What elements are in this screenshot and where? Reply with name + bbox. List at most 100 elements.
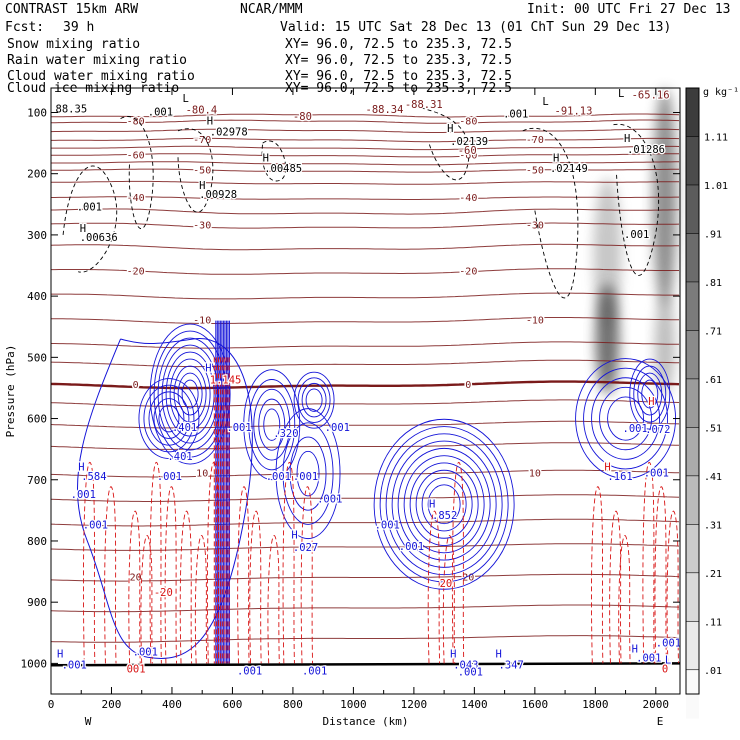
temperature-label: -30 (193, 221, 211, 232)
temperature-contour (50, 469, 680, 478)
contour-annotation: .320 (273, 428, 298, 440)
cloud-water-contour (181, 379, 199, 409)
temperature-label: 10 (529, 469, 541, 480)
contour-annotation: .001 (157, 471, 182, 483)
contour-annotation: .001 (644, 468, 669, 480)
contour-annotation: .00485 (264, 163, 302, 175)
cloud-water-contour (282, 422, 334, 525)
cloud-water-contour (158, 404, 180, 433)
colorbar-label: .81 (704, 278, 722, 289)
cloud-water-contour (637, 372, 663, 416)
temperature-contour (50, 380, 680, 390)
colorbar-swatch (686, 524, 699, 574)
x-tick-label: 400 (162, 698, 182, 711)
temperature-contour (50, 243, 679, 251)
temperature-label: -20 (127, 267, 145, 278)
rain-water-contour (267, 535, 280, 664)
contour-annotation: 0 (662, 664, 668, 676)
plot-area: -80 -80-70 -70-60 -60-50 -50-40 -40-30 -30-20-… (50, 87, 682, 680)
rain-water-contour (237, 486, 250, 664)
cloud-ice-contour (177, 128, 214, 213)
y-tick-label: 300 (27, 229, 47, 242)
contour-annotation: 1.145 (210, 375, 242, 387)
contour-annotation: .001 (226, 422, 251, 434)
x-end-label-west: W (85, 715, 92, 728)
field-xy-snow: XY= 96.0, 72.5 to 235.3, 72.5 (285, 37, 512, 52)
contour-annotation: H (291, 530, 297, 542)
contour-annotation: .001 (399, 541, 424, 553)
x-tick-label: 1400 (461, 698, 488, 711)
cloud-water-contour (248, 379, 296, 471)
contour-annotation: H (447, 123, 453, 135)
cloud-water-contour (293, 371, 335, 429)
colorbar-swatch (686, 330, 699, 380)
contour-annotation: .584 (81, 471, 106, 483)
temperature-contour (51, 317, 679, 324)
cloud-water-contour (169, 358, 211, 430)
center-label: NCAR/MMM (240, 2, 303, 17)
contour-annotation: .001 (623, 423, 648, 435)
contour-annotation: .00636 (80, 232, 118, 244)
temperature-label: -40 (459, 193, 477, 204)
contour-annotation: H (199, 180, 205, 192)
temperature-label: -70 (193, 135, 211, 146)
cloud-water-contour (153, 398, 185, 439)
cloud-water-contour (143, 384, 195, 453)
rain-water-contour (642, 461, 655, 664)
rain-water-contour (164, 486, 177, 664)
colorbar-swatch (686, 136, 699, 186)
contour-annotation: H (553, 152, 559, 164)
colorbar-swatch (686, 572, 699, 622)
cloud-water-contour (397, 447, 491, 561)
rain-water-contour (249, 510, 262, 664)
contour-annotation: H (632, 643, 638, 655)
contour-annotation: .001 (636, 653, 661, 665)
rain-water-contour (104, 486, 117, 664)
cloud-water-contour (409, 462, 479, 546)
snow-shading (652, 88, 677, 309)
field-name-rain: Rain water mixing ratio (7, 53, 187, 68)
cloud-water-contour (629, 358, 671, 430)
colorbar-frame (685, 87, 700, 695)
contour-annotation: H (624, 133, 630, 145)
cloud-water-contour (391, 440, 497, 568)
contour-annotation: .02978 (210, 127, 248, 139)
cloud-water-contour (379, 426, 509, 583)
x-tick-label: 200 (102, 698, 122, 711)
temperature-contour (51, 268, 679, 275)
cloud-water-contour (138, 378, 200, 459)
contour-annotation: H (78, 462, 84, 474)
cloud-ice-contour (522, 127, 579, 299)
field-xy-rain: XY= 96.0, 72.5 to 235.3, 72.5 (285, 53, 512, 68)
cloud-water-contour (263, 408, 281, 441)
colorbar: 1.11 1.01 .91 .81 .71 .61 .51 .41 .31 .21 .11 .01 g … (685, 87, 739, 719)
contour-annotation: -91.13 (555, 105, 593, 117)
rain-water-contour (194, 535, 208, 664)
rain-water-contour (140, 535, 153, 664)
temperature-contour (51, 208, 680, 215)
temperature-contour (50, 635, 680, 643)
temperature-contour (51, 168, 679, 173)
contour-annotation: .001 (148, 107, 173, 119)
contour-annotation: H (57, 648, 63, 660)
temperature-contour (50, 119, 680, 124)
temperature-label: 0 (133, 380, 139, 391)
x-tick-label: 1200 (401, 698, 428, 711)
temperature-contour (50, 604, 680, 613)
contour-annotation: -88.31 (405, 99, 443, 111)
colorbar-label: .21 (704, 569, 722, 580)
x-tick-label: 800 (283, 698, 303, 711)
contour-annotation: .161 (607, 471, 632, 483)
y-tick-label: 900 (27, 596, 47, 609)
temperature-contour (50, 494, 680, 502)
colorbar-swatch (686, 621, 699, 671)
rain-water-contour (427, 510, 441, 664)
colorbar-swatch (686, 233, 699, 283)
cloud-water-contour (173, 365, 207, 423)
cloud-water-contour (385, 433, 503, 576)
x-tick-label: 2000 (643, 698, 670, 711)
contour-annotation: L (665, 654, 671, 666)
x-end-label-east: E (657, 715, 664, 728)
temperature-label: -60 (127, 150, 145, 161)
contour-annotation: H (496, 648, 502, 660)
